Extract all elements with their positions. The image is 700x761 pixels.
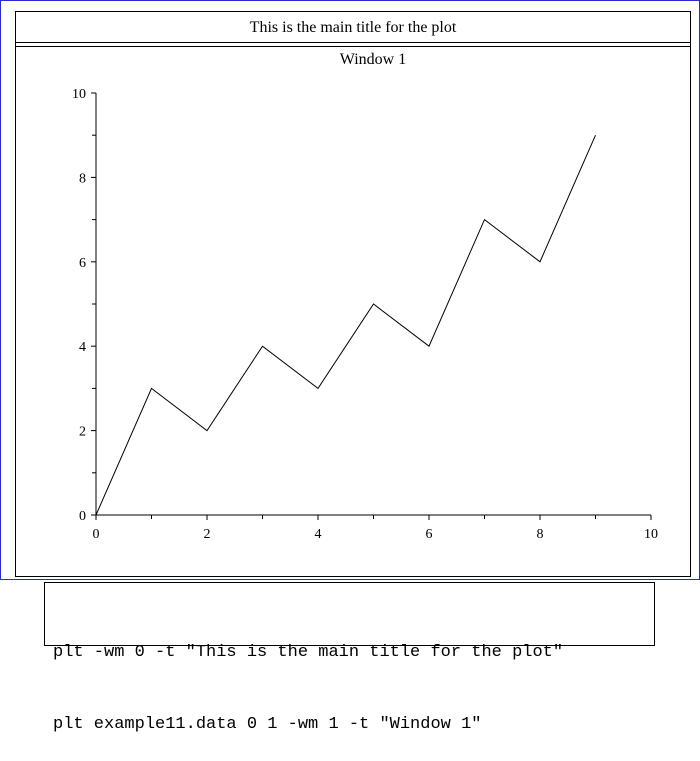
x-tick-label: 4 bbox=[315, 527, 322, 542]
plot-window-frame: This is the main title for the plot bbox=[0, 0, 700, 580]
y-tick-label: 4 bbox=[79, 340, 86, 355]
y-tick-label: 8 bbox=[79, 171, 86, 186]
title-divider-bottom bbox=[16, 46, 690, 47]
y-tick-label: 2 bbox=[79, 425, 86, 440]
command-code-box: plt -wm 0 -t "This is the main title for… bbox=[44, 582, 655, 734]
x-tick-label: 10 bbox=[644, 527, 658, 542]
series-line bbox=[95, 134, 596, 516]
plot-title-box: This is the main title for the plot bbox=[15, 11, 691, 577]
x-tick-label: 2 bbox=[204, 527, 211, 542]
y-tick-label: 0 bbox=[79, 509, 86, 524]
line-chart: Window 1 0 2 4 6 8 10 0 2 4 6 8 10 bbox=[72, 51, 658, 542]
chart-series bbox=[95, 134, 596, 516]
x-tick-label: 8 bbox=[537, 527, 544, 542]
y-tick-label: 6 bbox=[79, 256, 86, 271]
y-tick-label: 10 bbox=[72, 87, 86, 102]
chart-title: Window 1 bbox=[340, 51, 406, 68]
chart-ticks: 0 2 4 6 8 10 0 2 4 6 8 10 bbox=[72, 87, 658, 542]
x-tick-label: 6 bbox=[426, 527, 433, 542]
title-divider-top bbox=[16, 42, 690, 43]
x-tick-label: 0 bbox=[93, 527, 100, 542]
code-line-1: plt -wm 0 -t "This is the main title for… bbox=[53, 643, 564, 662]
main-title: This is the main title for the plot bbox=[249, 19, 457, 36]
code-line-2: plt example11.data 0 1 -wm 1 -t "Window … bbox=[53, 715, 482, 734]
